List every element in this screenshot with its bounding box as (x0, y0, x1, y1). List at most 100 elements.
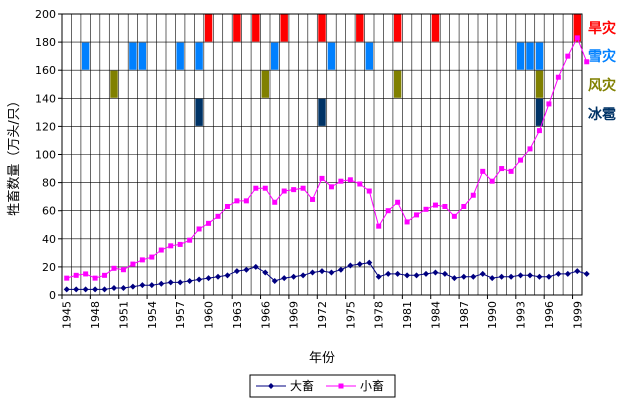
x-tick-label: 1999 (571, 301, 584, 329)
data-point (73, 272, 79, 278)
data-point (215, 273, 221, 280)
data-point (460, 273, 467, 280)
data-point (451, 275, 458, 282)
y-tick-label: 140 (35, 92, 56, 105)
x-tick-label: 1969 (288, 301, 301, 329)
disaster-labels: 旱灾 雪灾 风灾 冰雹 (588, 20, 617, 123)
x-tick-label: 1990 (486, 301, 499, 329)
data-point (583, 270, 590, 277)
data-point (252, 263, 259, 270)
data-point (508, 273, 515, 280)
series-lines (63, 35, 590, 293)
data-point (328, 184, 334, 190)
x-tick-label: 1981 (401, 301, 414, 329)
data-point (337, 266, 344, 273)
data-point (423, 206, 429, 212)
y-tick-label: 20 (42, 261, 56, 274)
data-point (224, 203, 230, 209)
data-point (243, 198, 249, 204)
data-point (92, 275, 98, 281)
data-point (243, 266, 250, 273)
data-point (186, 277, 193, 284)
disaster-bar (356, 14, 364, 42)
data-point (366, 259, 373, 266)
x-tick-label: 1948 (89, 301, 102, 329)
data-point (309, 269, 316, 276)
data-point (470, 192, 476, 198)
data-point (413, 272, 420, 279)
data-point (442, 203, 448, 209)
data-point (536, 128, 542, 134)
data-point (281, 188, 287, 194)
legend-marker-large (268, 383, 274, 389)
data-point (120, 284, 127, 291)
disaster-bar (327, 42, 336, 70)
x-tick-label: 1945 (61, 301, 74, 329)
data-point (376, 223, 382, 229)
disaster-bar (280, 14, 288, 42)
data-point (64, 275, 70, 281)
data-point (366, 188, 372, 194)
data-point (489, 275, 496, 282)
x-tick-label: 1978 (373, 301, 386, 329)
data-point (555, 74, 561, 80)
disaster-bar (110, 70, 118, 98)
data-point (574, 268, 581, 275)
data-point (281, 275, 288, 282)
data-point (271, 277, 278, 284)
disaster-label-hail: 冰雹 (588, 106, 616, 123)
data-point (253, 185, 259, 191)
data-point (300, 185, 306, 191)
data-point (224, 272, 231, 279)
data-point (347, 177, 353, 183)
y-tick-label: 180 (35, 36, 56, 49)
data-point (555, 270, 562, 277)
disaster-bar (516, 42, 525, 70)
disaster-bar (573, 14, 581, 42)
disaster-bar (535, 70, 544, 98)
data-point (168, 243, 174, 249)
data-point (300, 272, 307, 279)
data-point (262, 269, 269, 276)
data-point (545, 273, 552, 280)
data-point (564, 270, 571, 277)
data-point (139, 257, 145, 263)
disaster-bar (81, 42, 90, 70)
y-tick-label: 80 (42, 177, 56, 190)
disaster-bar (318, 14, 326, 42)
data-point (92, 286, 99, 293)
data-point (395, 199, 401, 205)
data-point (441, 270, 448, 277)
x-tick-label: 1957 (174, 301, 187, 329)
data-point (414, 212, 420, 218)
data-point (338, 178, 344, 184)
data-point (356, 261, 363, 268)
y-tick-label: 120 (35, 120, 56, 133)
data-point (432, 269, 439, 276)
y-tick-label: 100 (35, 149, 56, 162)
data-point (470, 273, 477, 280)
data-point (291, 187, 297, 193)
data-point (149, 254, 155, 260)
x-tick-label: 1987 (458, 301, 471, 329)
data-point (73, 286, 80, 293)
disaster-bar (233, 14, 241, 42)
x-tick-label: 1963 (231, 301, 244, 329)
legend: 大畜 小畜 (249, 374, 396, 398)
x-tick-label: 1984 (429, 301, 442, 329)
disaster-bar (129, 42, 137, 70)
data-point (517, 272, 524, 279)
data-point (167, 279, 174, 286)
data-point (102, 272, 108, 278)
data-point (508, 168, 514, 174)
data-point (196, 226, 202, 232)
data-point (461, 203, 467, 209)
data-point (357, 181, 363, 187)
data-point (432, 202, 438, 208)
data-point (205, 275, 212, 282)
data-point (499, 166, 505, 172)
data-point (262, 185, 268, 191)
data-point (565, 53, 571, 59)
legend-label-small: 小畜 (360, 378, 384, 393)
